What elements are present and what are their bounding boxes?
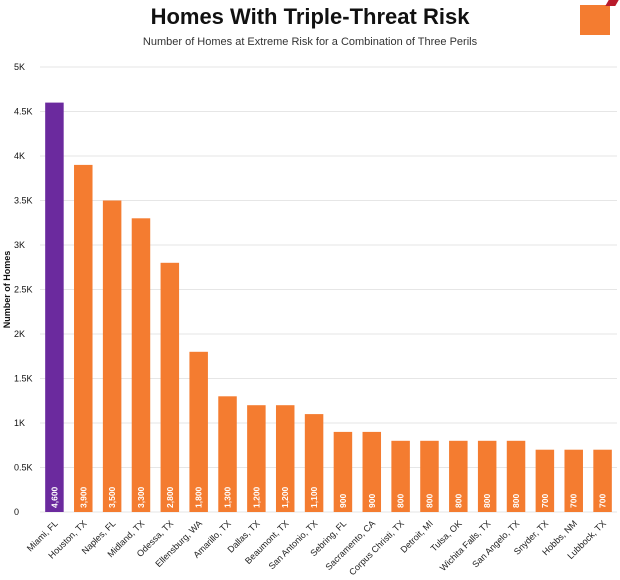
bar: [74, 164, 93, 512]
chart-subtitle: Number of Homes at Extreme Risk for a Co…: [142, 36, 478, 48]
y-tick-label: 4K: [14, 151, 25, 161]
bar-value-label: 800: [482, 494, 492, 508]
y-tick-label: 5K: [14, 62, 25, 72]
bar: [535, 449, 555, 512]
bar: [362, 431, 382, 512]
bar: [45, 102, 64, 512]
bar-value-label: 1,300: [223, 486, 233, 508]
bar-value-label: 1,100: [309, 486, 319, 508]
bar-value-label: 900: [338, 494, 348, 508]
x-tick-label: Sacramento, CA: [323, 518, 377, 572]
bar: [477, 440, 497, 512]
bar: [218, 396, 237, 512]
bar: [189, 351, 208, 512]
y-tick-label: 4.5K: [14, 107, 33, 117]
y-tick-label: 0: [14, 507, 19, 517]
bar: [304, 414, 324, 512]
bar-value-label: 700: [569, 494, 579, 508]
chart-title: Homes With Triple-Threat Risk: [150, 4, 470, 29]
y-tick-label: 1.5K: [14, 374, 33, 384]
bar-value-label: 3,300: [136, 486, 146, 508]
bar: [506, 440, 526, 512]
bar-value-label: 900: [367, 494, 377, 508]
brand-logo: [580, 5, 610, 35]
bar: [275, 405, 295, 512]
y-axis-label: Number of Homes: [2, 251, 12, 329]
bar: [593, 449, 612, 512]
bar: [564, 449, 583, 512]
bar-value-label: 800: [396, 494, 406, 508]
bar-value-label: 800: [511, 494, 521, 508]
bar-value-label: 1,800: [194, 486, 204, 508]
y-tick-label: 2.5K: [14, 285, 33, 295]
y-tick-label: 3K: [14, 240, 25, 250]
bar: [131, 218, 151, 513]
bar-value-label: 3,500: [107, 486, 117, 508]
bar-value-label: 3,900: [78, 486, 88, 508]
bar-value-label: 700: [598, 494, 608, 508]
y-tick-label: 3.5K: [14, 196, 33, 206]
x-tick-label: Wichita Falls, TX: [438, 518, 493, 573]
bar: [449, 440, 468, 512]
bar: [247, 405, 266, 512]
bar-value-label: 1,200: [251, 486, 261, 508]
bar: [160, 262, 180, 512]
bar-value-label: 4,600: [49, 486, 59, 508]
bar: [333, 431, 353, 512]
bar: [420, 440, 439, 512]
y-tick-label: 0.5K: [14, 463, 33, 473]
bar: [391, 440, 410, 512]
y-tick-label: 2K: [14, 329, 25, 339]
bar-value-label: 700: [540, 494, 550, 508]
bar-value-label: 2,800: [165, 486, 175, 508]
bar-value-label: 1,200: [280, 486, 290, 508]
bar: [102, 200, 122, 512]
bar-value-label: 800: [453, 494, 463, 508]
bar-value-label: 800: [424, 494, 434, 508]
y-tick-label: 1K: [14, 418, 25, 428]
